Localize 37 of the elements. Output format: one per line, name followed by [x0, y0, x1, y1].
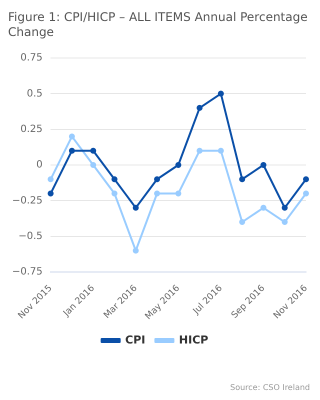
- point: [303, 190, 309, 197]
- point: [111, 176, 118, 182]
- point: [111, 190, 118, 197]
- legend-label: HICP: [178, 333, 208, 346]
- point: [68, 133, 75, 140]
- point: [48, 190, 54, 197]
- point: [196, 148, 203, 154]
- point: [218, 148, 224, 154]
- point: [48, 176, 54, 182]
- y-tick-label: 0.5: [26, 88, 43, 100]
- point: [132, 248, 139, 254]
- point: [175, 190, 182, 197]
- y-tick-label: 0: [36, 160, 43, 171]
- y-tick-label: −0.75: [12, 266, 43, 278]
- y-tick-label: 0.25: [20, 124, 43, 135]
- source-note: Source: CSO Ireland: [230, 383, 310, 392]
- point: [239, 219, 246, 226]
- point: [68, 148, 75, 154]
- point: [239, 176, 246, 182]
- chart-title: Figure 1: CPI/HICP – ALL ITEMS Annual Percentage Change: [8, 10, 308, 40]
- point: [196, 104, 203, 111]
- point: [260, 204, 266, 211]
- y-tick-label: 0.75: [20, 52, 43, 64]
- point: [260, 162, 266, 168]
- point: [175, 162, 182, 168]
- y-tick-label: −0.25: [12, 195, 43, 206]
- point: [132, 204, 139, 211]
- y-tick-label: −0.5: [18, 230, 43, 242]
- point: [282, 219, 288, 226]
- point: [282, 204, 288, 211]
- point: [90, 148, 96, 154]
- point: [154, 190, 160, 197]
- legend-label: CPI: [125, 333, 146, 346]
- point: [90, 162, 96, 168]
- point: [303, 176, 309, 182]
- point: [218, 90, 224, 97]
- point: [154, 176, 160, 182]
